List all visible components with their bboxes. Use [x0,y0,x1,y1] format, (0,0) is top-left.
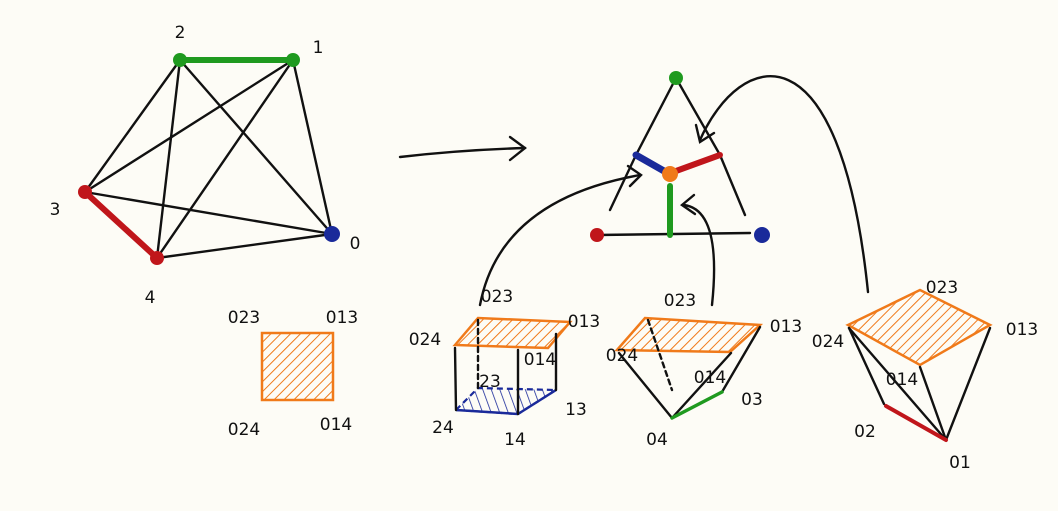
cube-label: 24 [432,418,454,438]
cube-label: 023 [481,287,513,307]
cube-label: 14 [504,430,526,450]
node-label: 2 [175,23,186,43]
pyramid-label: 04 [646,430,668,450]
square-label: 013 [326,308,358,328]
pyramid-label: 023 [664,291,696,311]
cube [452,316,573,416]
cube-label: 23 [479,372,501,392]
pyramid-label: 013 [770,317,802,337]
quotient-graph [478,71,870,307]
node-label: 1 [313,38,324,58]
square-label: 024 [228,420,260,440]
square-label: 014 [320,415,352,435]
cube-label: 014 [524,350,556,370]
node-label: 3 [50,200,61,220]
pyramid-label: 014 [886,370,918,390]
pyramid-label: 024 [812,332,844,352]
cube-label: 13 [565,400,587,420]
node-label: 0 [350,234,361,254]
arrow [398,135,527,162]
k5-graph [78,53,340,265]
pyramid-b [845,288,993,442]
pyramid-label: 023 [926,278,958,298]
pyramid-label: 02 [854,422,876,442]
pyramid-label: 01 [949,453,971,473]
pyramid-label: 013 [1006,320,1038,340]
pyramid-label: 03 [741,390,763,410]
pyramid-label: 014 [694,368,726,388]
cube-label: 024 [409,330,441,350]
node-label: 4 [145,288,156,308]
pyramid-label: 024 [606,346,638,366]
cube-label: 013 [568,312,600,332]
square [260,331,335,402]
pyramid-a [614,316,764,420]
square-label: 023 [228,308,260,328]
